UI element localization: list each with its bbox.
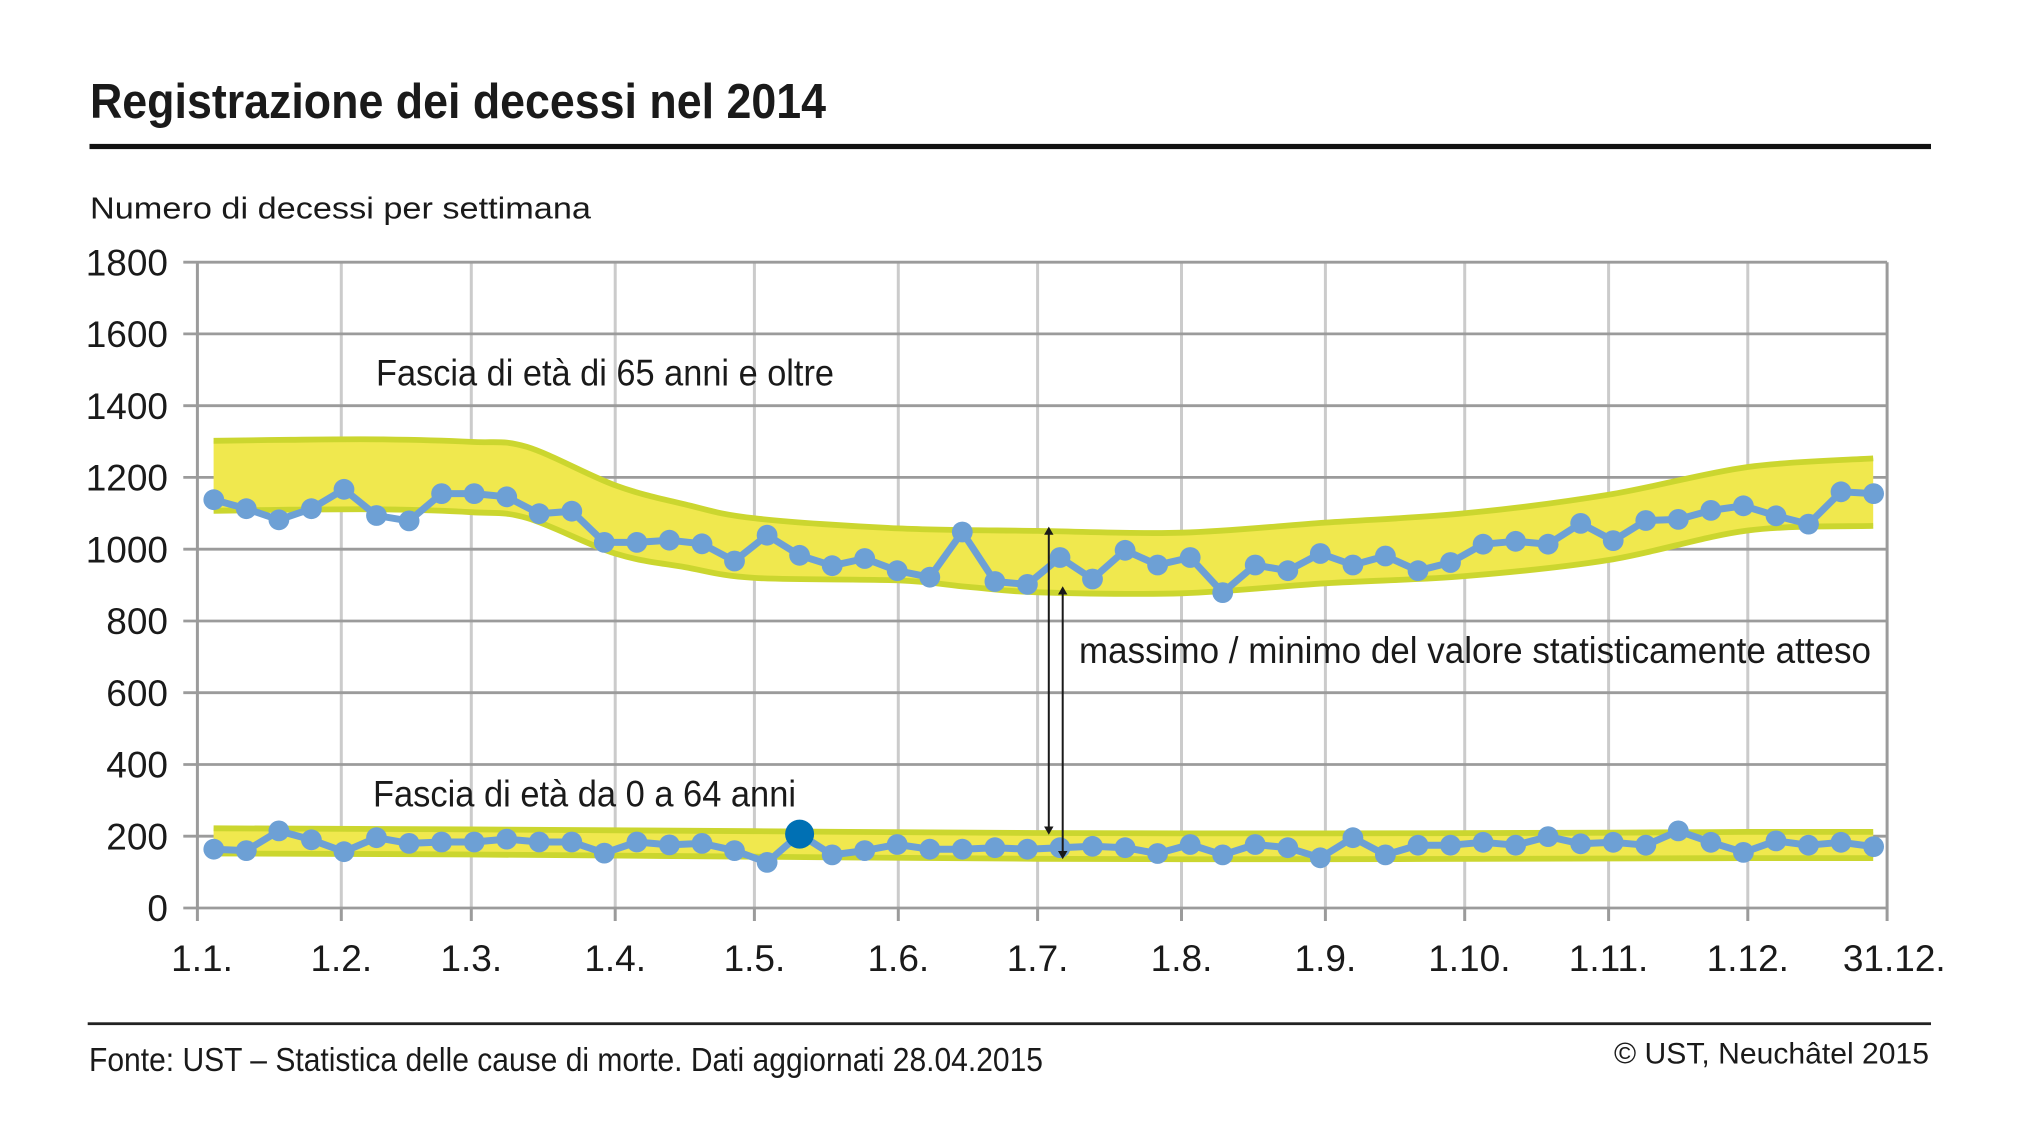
svg-text:1.12.: 1.12.: [1707, 938, 1789, 979]
svg-text:1.11.: 1.11.: [1569, 938, 1649, 979]
svg-text:600: 600: [106, 673, 168, 714]
svg-text:1.4.: 1.4.: [584, 938, 646, 979]
svg-text:1.7.: 1.7.: [1007, 938, 1069, 979]
svg-text:31.12.: 31.12.: [1843, 938, 1946, 979]
svg-text:Fascia di età di 65 anni e olt: Fascia di età di 65 anni e oltre: [376, 353, 834, 394]
svg-text:1800: 1800: [86, 242, 168, 283]
svg-text:massimo / minimo del valore st: massimo / minimo del valore statisticame…: [1079, 630, 1871, 671]
svg-text:Numero di decessi per settiman: Numero di decessi per settimana: [90, 191, 592, 226]
svg-text:© UST, Neuchâtel 2015: © UST, Neuchâtel 2015: [1614, 1038, 1929, 1071]
svg-text:1600: 1600: [86, 314, 168, 355]
svg-text:1200: 1200: [86, 458, 168, 499]
svg-text:1.8.: 1.8.: [1151, 938, 1213, 979]
svg-text:1.5.: 1.5.: [724, 938, 786, 979]
svg-text:Fonte: UST – Statistica delle: Fonte: UST – Statistica delle cause di m…: [89, 1041, 1043, 1078]
svg-text:1.2.: 1.2.: [310, 938, 372, 979]
svg-text:Registrazione dei decessi nel: Registrazione dei decessi nel 2014: [90, 75, 826, 129]
svg-text:1400: 1400: [86, 386, 168, 427]
svg-text:800: 800: [106, 601, 168, 642]
svg-text:Fascia di età da 0 a 64 anni: Fascia di età da 0 a 64 anni: [373, 774, 796, 815]
svg-text:200: 200: [106, 816, 168, 857]
svg-text:1.6.: 1.6.: [867, 938, 929, 979]
svg-text:1.10.: 1.10.: [1428, 938, 1510, 979]
svg-text:0: 0: [147, 888, 168, 929]
svg-text:1.9.: 1.9.: [1295, 938, 1357, 979]
svg-text:1.1.: 1.1.: [171, 938, 233, 979]
svg-text:1000: 1000: [86, 529, 168, 570]
svg-text:1.3.: 1.3.: [440, 938, 502, 979]
svg-text:400: 400: [106, 745, 168, 786]
